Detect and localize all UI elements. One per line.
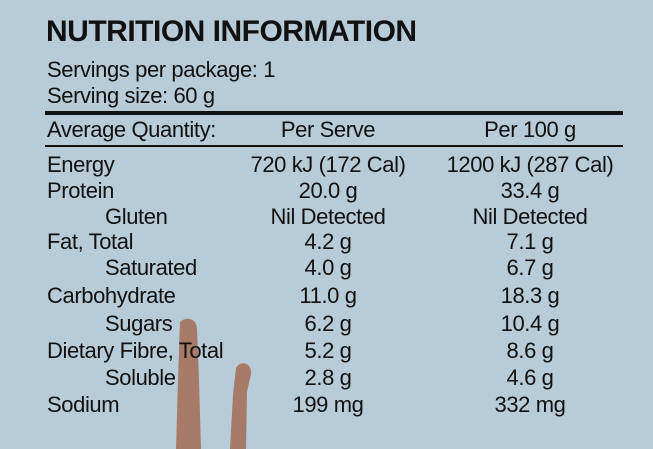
cell: 33.4 g: [500, 178, 560, 203]
cell: 20.0 g: [298, 178, 358, 203]
cell: 720 kJ (172 Cal): [250, 152, 406, 177]
cell: Nil Detected: [270, 204, 386, 229]
cell: 8.6 g: [506, 338, 554, 363]
cell: 4.2 g: [304, 229, 352, 254]
column-header: Per 100 g: [484, 117, 576, 142]
row-label: Dietary Fibre, Total: [47, 338, 224, 363]
row-label: Energy: [47, 152, 115, 177]
column-header: Per Serve: [280, 117, 376, 142]
cell: 2.8 g: [304, 365, 352, 390]
cell: 11.0 g: [299, 283, 357, 308]
row-label: Gluten: [105, 204, 168, 229]
cell: 6.7 g: [506, 255, 554, 280]
drip: [176, 318, 201, 449]
row-label: Soluble: [105, 365, 176, 390]
row-label: Sugars: [105, 311, 173, 336]
cell: 5.2 g: [304, 338, 352, 363]
row-label: Carbohydrate: [47, 283, 176, 308]
drip: [230, 363, 252, 449]
cell: 1200 kJ (287 Cal): [446, 152, 614, 177]
cell: 7.1 g: [506, 229, 554, 254]
title: NUTRITION INFORMATION: [46, 15, 417, 48]
cell: Nil Detected: [472, 204, 588, 229]
row-label: Sodium: [47, 392, 120, 417]
cell: 4.0 g: [304, 255, 352, 280]
cell: 332 mg: [494, 392, 566, 417]
serving-size: Serving size: 60 g: [47, 83, 215, 108]
row-label: Fat, Total: [47, 229, 134, 254]
servings: Servings per package: 1: [47, 57, 276, 82]
rule: [45, 111, 623, 115]
cell: 18.3 g: [500, 283, 560, 308]
rule: [45, 145, 623, 147]
cell: 10.4 g: [500, 311, 560, 336]
row-label: Saturated: [105, 255, 197, 280]
cell: 199 mg: [292, 392, 364, 417]
column-header: Average Quantity:: [47, 117, 216, 142]
cell: 6.2 g: [304, 311, 352, 336]
cell: 4.6 g: [506, 365, 554, 390]
row-label: Protein: [47, 178, 114, 203]
